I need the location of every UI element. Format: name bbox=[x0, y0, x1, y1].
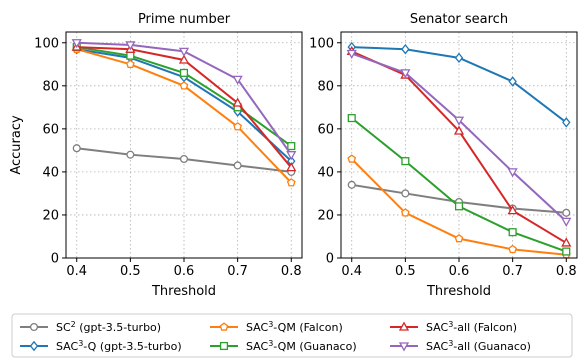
data-point-sc2 bbox=[233, 161, 242, 170]
x-tick-label: 0.8 bbox=[556, 264, 577, 279]
y-tick-label: 100 bbox=[309, 36, 334, 51]
y-tick-label: 80 bbox=[317, 79, 334, 94]
legend-marker bbox=[29, 340, 39, 352]
data-point-sc2 bbox=[126, 150, 135, 159]
x-axis-label: Threshold bbox=[151, 284, 216, 299]
data-point-sac3q bbox=[562, 117, 571, 128]
y-tick-label: 0 bbox=[326, 252, 334, 267]
x-axis-label: Threshold bbox=[426, 284, 491, 299]
legend-entry-qmfalcon: SAC3-QM (Falcon) bbox=[210, 320, 343, 334]
legend-label: SC2 (gpt-3.5-turbo) bbox=[56, 320, 161, 334]
data-point-sc2 bbox=[347, 180, 356, 189]
y-tick-label: 60 bbox=[42, 122, 59, 137]
data-point-allfalcon bbox=[507, 205, 518, 215]
data-point-qmfalcon bbox=[179, 81, 189, 90]
legend-label: SAC3-all (Guanaco) bbox=[426, 339, 531, 353]
data-point-qmguanaco bbox=[508, 228, 517, 237]
data-point-qmfalcon bbox=[400, 208, 410, 217]
y-tick-label: 40 bbox=[317, 165, 334, 180]
data-point-allfalcon bbox=[178, 54, 190, 64]
y-tick-label: 80 bbox=[42, 79, 59, 94]
x-tick-label: 0.5 bbox=[395, 264, 416, 279]
y-tick-label: 0 bbox=[51, 252, 59, 267]
y-tick-label: 60 bbox=[317, 122, 334, 137]
data-point-allguanaco bbox=[400, 69, 411, 79]
x-tick-label: 0.5 bbox=[120, 264, 141, 279]
data-point-allfalcon bbox=[286, 162, 297, 172]
chart-title: Prime number bbox=[138, 12, 231, 27]
data-point-allguanaco bbox=[232, 75, 243, 85]
data-point-allguanaco bbox=[453, 116, 465, 126]
legend-label: SAC3-Q (gpt-3.5-turbo) bbox=[56, 339, 182, 353]
data-point-qmfalcon bbox=[233, 122, 243, 131]
data-point-qmguanaco bbox=[562, 247, 571, 256]
data-point-allfalcon bbox=[453, 125, 465, 135]
x-tick-label: 0.4 bbox=[341, 264, 362, 279]
data-point-sac3q bbox=[401, 43, 410, 55]
data-point-allguanaco bbox=[561, 217, 572, 227]
legend-entry-qmguanaco: SAC3-QM (Guanaco) bbox=[210, 339, 357, 353]
series-sc2 bbox=[347, 180, 571, 217]
data-point-sc2 bbox=[562, 208, 571, 217]
data-point-qmfalcon bbox=[286, 178, 296, 187]
x-tick-label: 0.6 bbox=[174, 264, 195, 279]
data-point-allguanaco bbox=[346, 49, 357, 60]
data-point-allguanaco bbox=[71, 39, 82, 49]
data-point-qmfalcon bbox=[454, 234, 464, 243]
legend-label: SAC3-QM (Falcon) bbox=[246, 320, 343, 334]
x-tick-label: 0.7 bbox=[227, 264, 248, 279]
data-point-qmfalcon bbox=[508, 244, 518, 254]
data-point-allguanaco bbox=[125, 41, 136, 51]
chart-title: Senator search bbox=[410, 12, 508, 27]
data-point-allguanaco bbox=[507, 168, 518, 178]
series-allguanaco bbox=[346, 49, 572, 227]
y-tick-label: 100 bbox=[34, 36, 59, 51]
data-point-allfalcon bbox=[561, 237, 572, 247]
data-point-sac3q bbox=[508, 76, 517, 87]
x-tick-label: 0.6 bbox=[449, 264, 470, 279]
chart-panel-2: 0.4 0.5 0.6 0.7 0.8 0 20 40 60 80 100 Senator searc… bbox=[309, 12, 578, 299]
legend-marker bbox=[219, 341, 229, 351]
data-point-qmguanaco bbox=[287, 142, 296, 151]
data-point-qmfalcon bbox=[125, 59, 135, 69]
data-point-allguanaco bbox=[286, 151, 297, 161]
x-tick-label: 0.4 bbox=[66, 264, 87, 279]
data-point-sc2 bbox=[401, 189, 410, 198]
x-tick-label: 0.7 bbox=[502, 264, 523, 279]
data-point-qmfalcon bbox=[347, 154, 357, 163]
legend-marker bbox=[398, 342, 410, 352]
legend: SC2 (gpt-3.5-turbo) SAC3-QM (Falcon) SAC3-… bbox=[11, 313, 573, 358]
y-tick-label: 20 bbox=[42, 208, 59, 223]
data-point-allguanaco bbox=[178, 47, 190, 57]
legend-entry-sc2: SC2 (gpt-3.5-turbo) bbox=[20, 320, 161, 334]
legend-label: SAC3-all (Falcon) bbox=[426, 320, 517, 334]
data-point-qmguanaco bbox=[401, 157, 410, 166]
legend-marker bbox=[29, 322, 39, 332]
legend-label: SAC3-QM (Guanaco) bbox=[246, 339, 357, 353]
y-tick-label: 20 bbox=[317, 208, 334, 223]
legend-marker bbox=[398, 321, 410, 331]
y-axis-label: Accuracy bbox=[9, 115, 24, 175]
legend-marker bbox=[219, 322, 229, 331]
x-tick-label: 0.8 bbox=[281, 264, 302, 279]
series-qmfalcon bbox=[347, 154, 571, 259]
data-point-qmguanaco bbox=[179, 68, 189, 77]
data-point-sac3q bbox=[454, 52, 464, 64]
legend-entry-allguanaco: SAC3-all (Guanaco) bbox=[390, 339, 531, 353]
data-point-sc2 bbox=[72, 144, 81, 153]
series-sc2 bbox=[72, 144, 296, 176]
series-allguanaco bbox=[71, 39, 297, 161]
y-tick-label: 40 bbox=[42, 165, 59, 180]
legend-entry-sac3q: SAC3-Q (gpt-3.5-turbo) bbox=[20, 339, 182, 353]
data-point-qmguanaco bbox=[454, 202, 464, 211]
chart-panel-1: 0.4 0.5 0.6 0.7 0.8 0 20 40 60 80 100 Prime number T… bbox=[9, 12, 303, 299]
data-point-allfalcon bbox=[232, 97, 243, 107]
data-point-qmguanaco bbox=[126, 51, 135, 60]
series-qmguanaco bbox=[347, 114, 571, 256]
legend-box bbox=[11, 313, 573, 358]
legend-entry-allfalcon: SAC3-all (Falcon) bbox=[390, 320, 517, 334]
data-point-qmguanaco bbox=[347, 114, 356, 123]
data-point-sc2 bbox=[179, 154, 189, 164]
